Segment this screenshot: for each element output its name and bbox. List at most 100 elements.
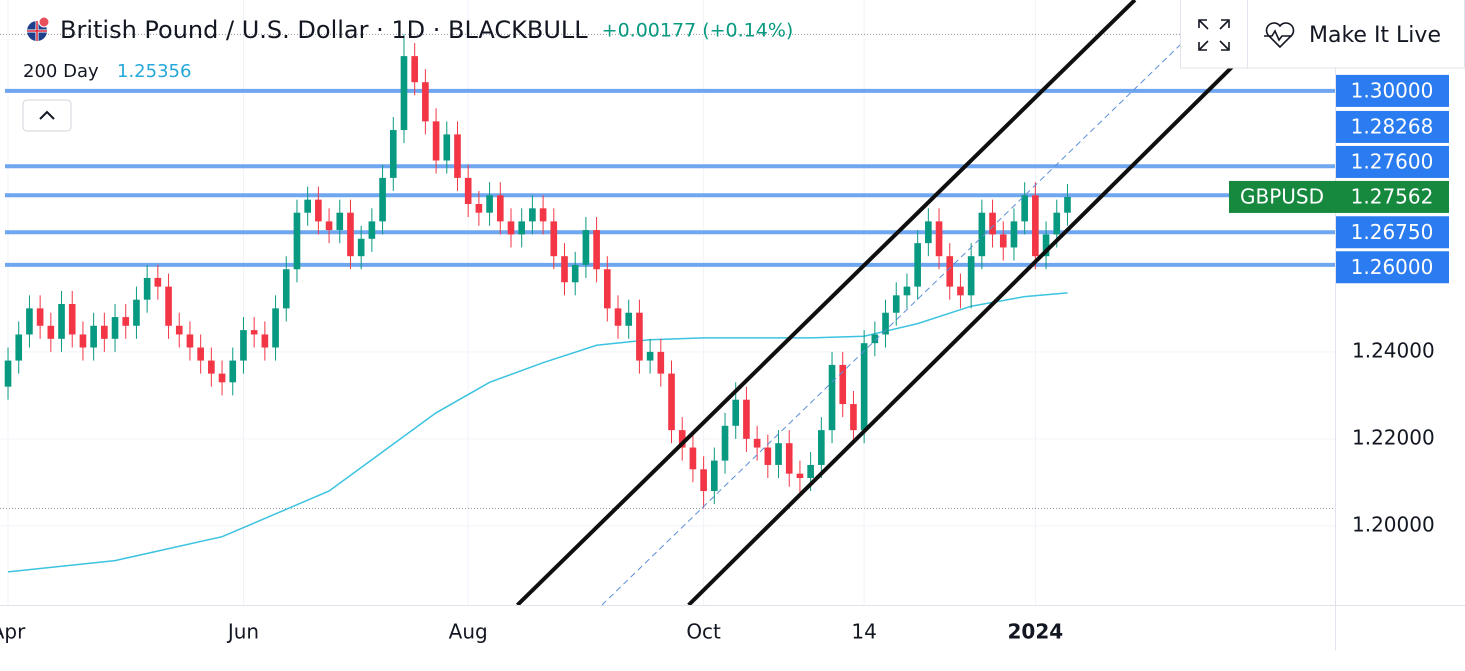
button-label[interactable]: Make It Live: [1309, 23, 1441, 48]
candle-body: [796, 473, 804, 478]
x-tick-label: Apr: [0, 620, 26, 644]
candle-body: [36, 308, 44, 326]
candle-body: [1042, 234, 1050, 257]
candle-body: [860, 343, 868, 431]
y-tick-label: 1.22000: [1352, 425, 1435, 449]
candle-body: [218, 373, 226, 383]
level-label-box: [1336, 216, 1449, 249]
candle-body: [58, 304, 65, 339]
candle-body: [700, 469, 707, 492]
candle-body: [636, 312, 643, 361]
candle-body: [646, 351, 654, 361]
toolbar: Make It Live: [1180, 0, 1465, 69]
candle-body: [304, 199, 311, 213]
candle-body: [240, 330, 247, 361]
candle-body: [154, 277, 162, 287]
x-tick-label: 14: [851, 620, 876, 644]
candle-body: [989, 212, 996, 235]
candle-body: [614, 308, 622, 326]
candle-body: [903, 286, 911, 296]
collapse-button-box[interactable]: [22, 99, 72, 132]
candle-body: [743, 399, 750, 439]
plot-area: [0, 0, 1335, 605]
grid: [0, 0, 1335, 605]
heart-icon: [1264, 22, 1295, 49]
moving-average-line: [7, 292, 1068, 573]
candle-body: [935, 221, 943, 257]
candle-body: [1053, 212, 1061, 235]
candle-body: [186, 334, 194, 348]
candle-body: [957, 286, 964, 296]
candle-body: [593, 230, 600, 270]
level-label: 1.28268: [1351, 114, 1434, 138]
candle-body: [1032, 195, 1039, 257]
candle-body: [550, 221, 558, 257]
candle-body: [678, 430, 686, 448]
candle-body: [143, 277, 151, 300]
candle-body: [828, 364, 836, 431]
candle-body: [732, 399, 740, 426]
indicator-name: 200 Day: [23, 61, 99, 82]
candle-body: [250, 330, 258, 335]
price-labels: 1.30000 1.28268 1.27600 1.26750 1.26000 GBPUS…: [1229, 74, 1449, 284]
candle-body: [208, 360, 215, 374]
candle-body: [818, 430, 825, 465]
candle-body: [785, 443, 793, 474]
candle-body: [347, 212, 354, 257]
candle-body: [657, 351, 665, 374]
candle-body: [422, 82, 429, 122]
candle-body: [229, 360, 237, 383]
candle-body: [432, 121, 440, 161]
candle-body: [967, 256, 975, 296]
candle-body: [400, 56, 408, 131]
candle-body: [871, 334, 879, 344]
candle-body: [486, 195, 493, 213]
candle-body: [753, 438, 761, 448]
candle-body: [368, 221, 376, 239]
candle-body: [721, 425, 729, 461]
chart-title: British Pound / U.S. Dollar · 1D · BLACK…: [60, 16, 588, 44]
candle-body: [775, 443, 782, 465]
candle-body: [68, 304, 76, 335]
candle-body: [90, 325, 97, 348]
level-label: 1.26000: [1351, 255, 1434, 279]
candle-body: [293, 212, 301, 270]
y-tick-label: 1.20000: [1352, 512, 1435, 536]
candle-body: [711, 460, 718, 492]
collapse-button[interactable]: [22, 99, 72, 132]
level-label: 1.26750: [1351, 220, 1434, 244]
candle-body: [892, 295, 900, 313]
candle-body: [764, 447, 772, 465]
candle-body: [79, 334, 87, 348]
candle-body: [999, 234, 1007, 248]
candle-body: [914, 243, 921, 287]
candle-body: [122, 317, 130, 326]
candle-body: [315, 199, 322, 222]
trend-line: [687, 0, 1302, 605]
fullscreen-icon[interactable]: [1198, 19, 1230, 51]
candle-body: [357, 238, 365, 257]
candle-body: [133, 299, 140, 326]
candle-body: [389, 130, 397, 178]
candle-body: [839, 364, 847, 405]
toolbar-box: [1180, 0, 1465, 69]
candle-body: [518, 221, 526, 235]
last-price-box: [1229, 180, 1449, 213]
make-it-live-button[interactable]: Make It Live: [1264, 22, 1441, 49]
x-tick-label: Jun: [226, 620, 259, 644]
header: British Pound / U.S. Dollar · 1D · BLACK…: [22, 16, 793, 132]
level-label-box: [1336, 110, 1449, 143]
candle-body: [165, 286, 172, 326]
candle-body: [625, 312, 633, 326]
level-label-box: [1336, 74, 1449, 107]
fullscreen-button[interactable]: [1198, 19, 1230, 51]
candle-body: [689, 447, 697, 470]
candle-body: [582, 230, 590, 265]
level-label: 1.27600: [1351, 149, 1434, 173]
candle-body: [379, 177, 386, 222]
y-tick-label: 1.24000: [1352, 338, 1435, 362]
candle-body: [561, 256, 568, 283]
indicator-value: 1.25356: [117, 61, 191, 82]
candle-body: [496, 195, 504, 222]
candle-body: [1021, 195, 1028, 222]
